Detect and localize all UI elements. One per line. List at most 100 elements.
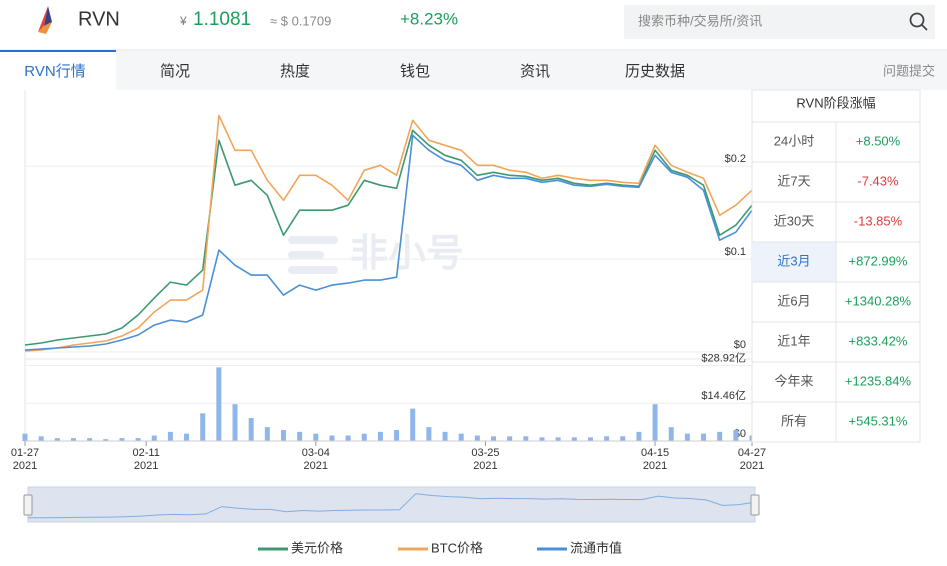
tab[interactable]: 简况: [160, 63, 190, 80]
volume-bar: [652, 404, 658, 441]
x-tick-year: 2021: [134, 460, 158, 472]
volume-bar: [636, 431, 642, 441]
y-tick-label: $0: [734, 339, 746, 351]
period-change: +545.31%: [849, 413, 908, 428]
feedback-link[interactable]: 问题提交: [883, 63, 935, 78]
volume-bar: [38, 436, 44, 441]
currency-symbol: ¥: [179, 14, 187, 28]
x-tick-year: 2021: [473, 460, 497, 472]
period-change: +1235.84%: [845, 373, 912, 388]
x-tick-year: 2021: [304, 460, 328, 472]
volume-bar: [394, 430, 400, 441]
tab[interactable]: 钱包: [400, 63, 430, 80]
volume-bar: [264, 427, 270, 441]
volume-bar: [604, 436, 610, 441]
volume-bar: [200, 413, 206, 441]
price-line: [24, 129, 753, 346]
volume-bar: [620, 436, 626, 441]
tab[interactable]: 资讯: [520, 63, 550, 80]
volume-bar: [280, 430, 286, 441]
tab[interactable]: RVN行情: [24, 63, 85, 80]
navigator[interactable]: [27, 486, 756, 523]
volume-bar: [491, 436, 497, 441]
period-label[interactable]: 24小时: [774, 133, 814, 148]
active-tab: [0, 50, 116, 90]
watermark: 非小号: [350, 233, 464, 275]
volume-bar: [329, 435, 335, 441]
x-tick-label: 02-11: [133, 447, 160, 459]
volume-bar: [54, 438, 60, 441]
period-label[interactable]: 今年来: [774, 373, 813, 388]
period-change: -7.43%: [857, 173, 899, 188]
volume-bar: [87, 438, 93, 441]
y-tick-label: $28.92亿: [701, 351, 746, 364]
volume-bar: [167, 431, 173, 441]
legend-label[interactable]: 流通市值: [570, 540, 622, 555]
period-label[interactable]: 近1年: [777, 333, 810, 348]
coin-logo: [38, 6, 52, 34]
volume-bar: [555, 437, 561, 441]
y-tick-label: $0.2: [725, 153, 746, 165]
x-tick-year: 2021: [13, 460, 37, 472]
volume-bar: [426, 427, 432, 441]
volume-bar: [410, 408, 416, 441]
period-change: +8.50%: [856, 133, 901, 148]
x-tick-label: 04-27: [738, 447, 766, 459]
x-tick-label: 01-27: [11, 447, 39, 459]
volume-bar: [733, 430, 739, 441]
volume-bar: [523, 436, 529, 441]
volume-bar: [442, 431, 448, 441]
x-tick-year: 2021: [740, 460, 764, 472]
y-tick-label: $14.46亿: [701, 389, 746, 402]
volume-bar: [701, 433, 707, 441]
x-tick-label: 03-25: [471, 447, 499, 459]
volume-bar: [587, 437, 593, 441]
volume-bar: [717, 431, 723, 441]
legend-label[interactable]: 美元价格: [291, 540, 343, 555]
volume-bar: [507, 436, 513, 441]
volume-bar: [474, 435, 480, 441]
period-label[interactable]: 所有: [781, 413, 807, 428]
volume-bar: [313, 433, 319, 441]
search-box[interactable]: [624, 5, 935, 39]
volume-bar: [232, 404, 238, 441]
volume-bar: [361, 433, 367, 441]
price-line: [24, 134, 753, 351]
navigator-handle[interactable]: [750, 494, 760, 516]
volume-bar: [458, 433, 464, 441]
watermark-icon: [288, 236, 338, 274]
period-change: +872.99%: [849, 253, 908, 268]
tab-bar: [0, 50, 947, 90]
search-placeholder: 搜索币种/交易所/资讯: [638, 13, 762, 28]
selected-row: [752, 242, 836, 282]
period-label[interactable]: 近7天: [777, 173, 810, 188]
volume-bar: [297, 431, 303, 441]
volume-bar: [684, 433, 690, 441]
period-label[interactable]: 近3月: [777, 253, 810, 268]
search-icon[interactable]: [909, 12, 928, 31]
stage-table-title: RVN阶段涨幅: [796, 95, 875, 110]
y-tick-label: $0.1: [725, 246, 746, 258]
period-label[interactable]: 近6月: [777, 293, 810, 308]
volume-bar: [571, 437, 577, 441]
period-label[interactable]: 近30天: [774, 213, 814, 228]
volume-bar: [248, 418, 254, 441]
volume-bar: [216, 367, 222, 441]
volume-bar: [119, 438, 125, 441]
x-tick-label: 04-15: [641, 447, 669, 459]
volume-bar: [70, 438, 76, 441]
period-change: +1340.28%: [845, 293, 912, 308]
navigator-line: [27, 493, 756, 519]
tab[interactable]: 热度: [280, 63, 310, 80]
volume-bar: [135, 438, 141, 441]
coin-name: RVN: [78, 8, 120, 30]
price-change: +8.23%: [400, 9, 458, 28]
legend-label[interactable]: BTC价格: [431, 540, 483, 555]
volume-bar: [103, 439, 109, 441]
price: 1.1081: [193, 9, 251, 30]
tab[interactable]: 历史数据: [625, 63, 685, 80]
volume-bar: [377, 431, 383, 441]
volume-bar: [151, 435, 157, 441]
navigator-handle[interactable]: [23, 494, 33, 516]
price-line: [24, 114, 753, 352]
